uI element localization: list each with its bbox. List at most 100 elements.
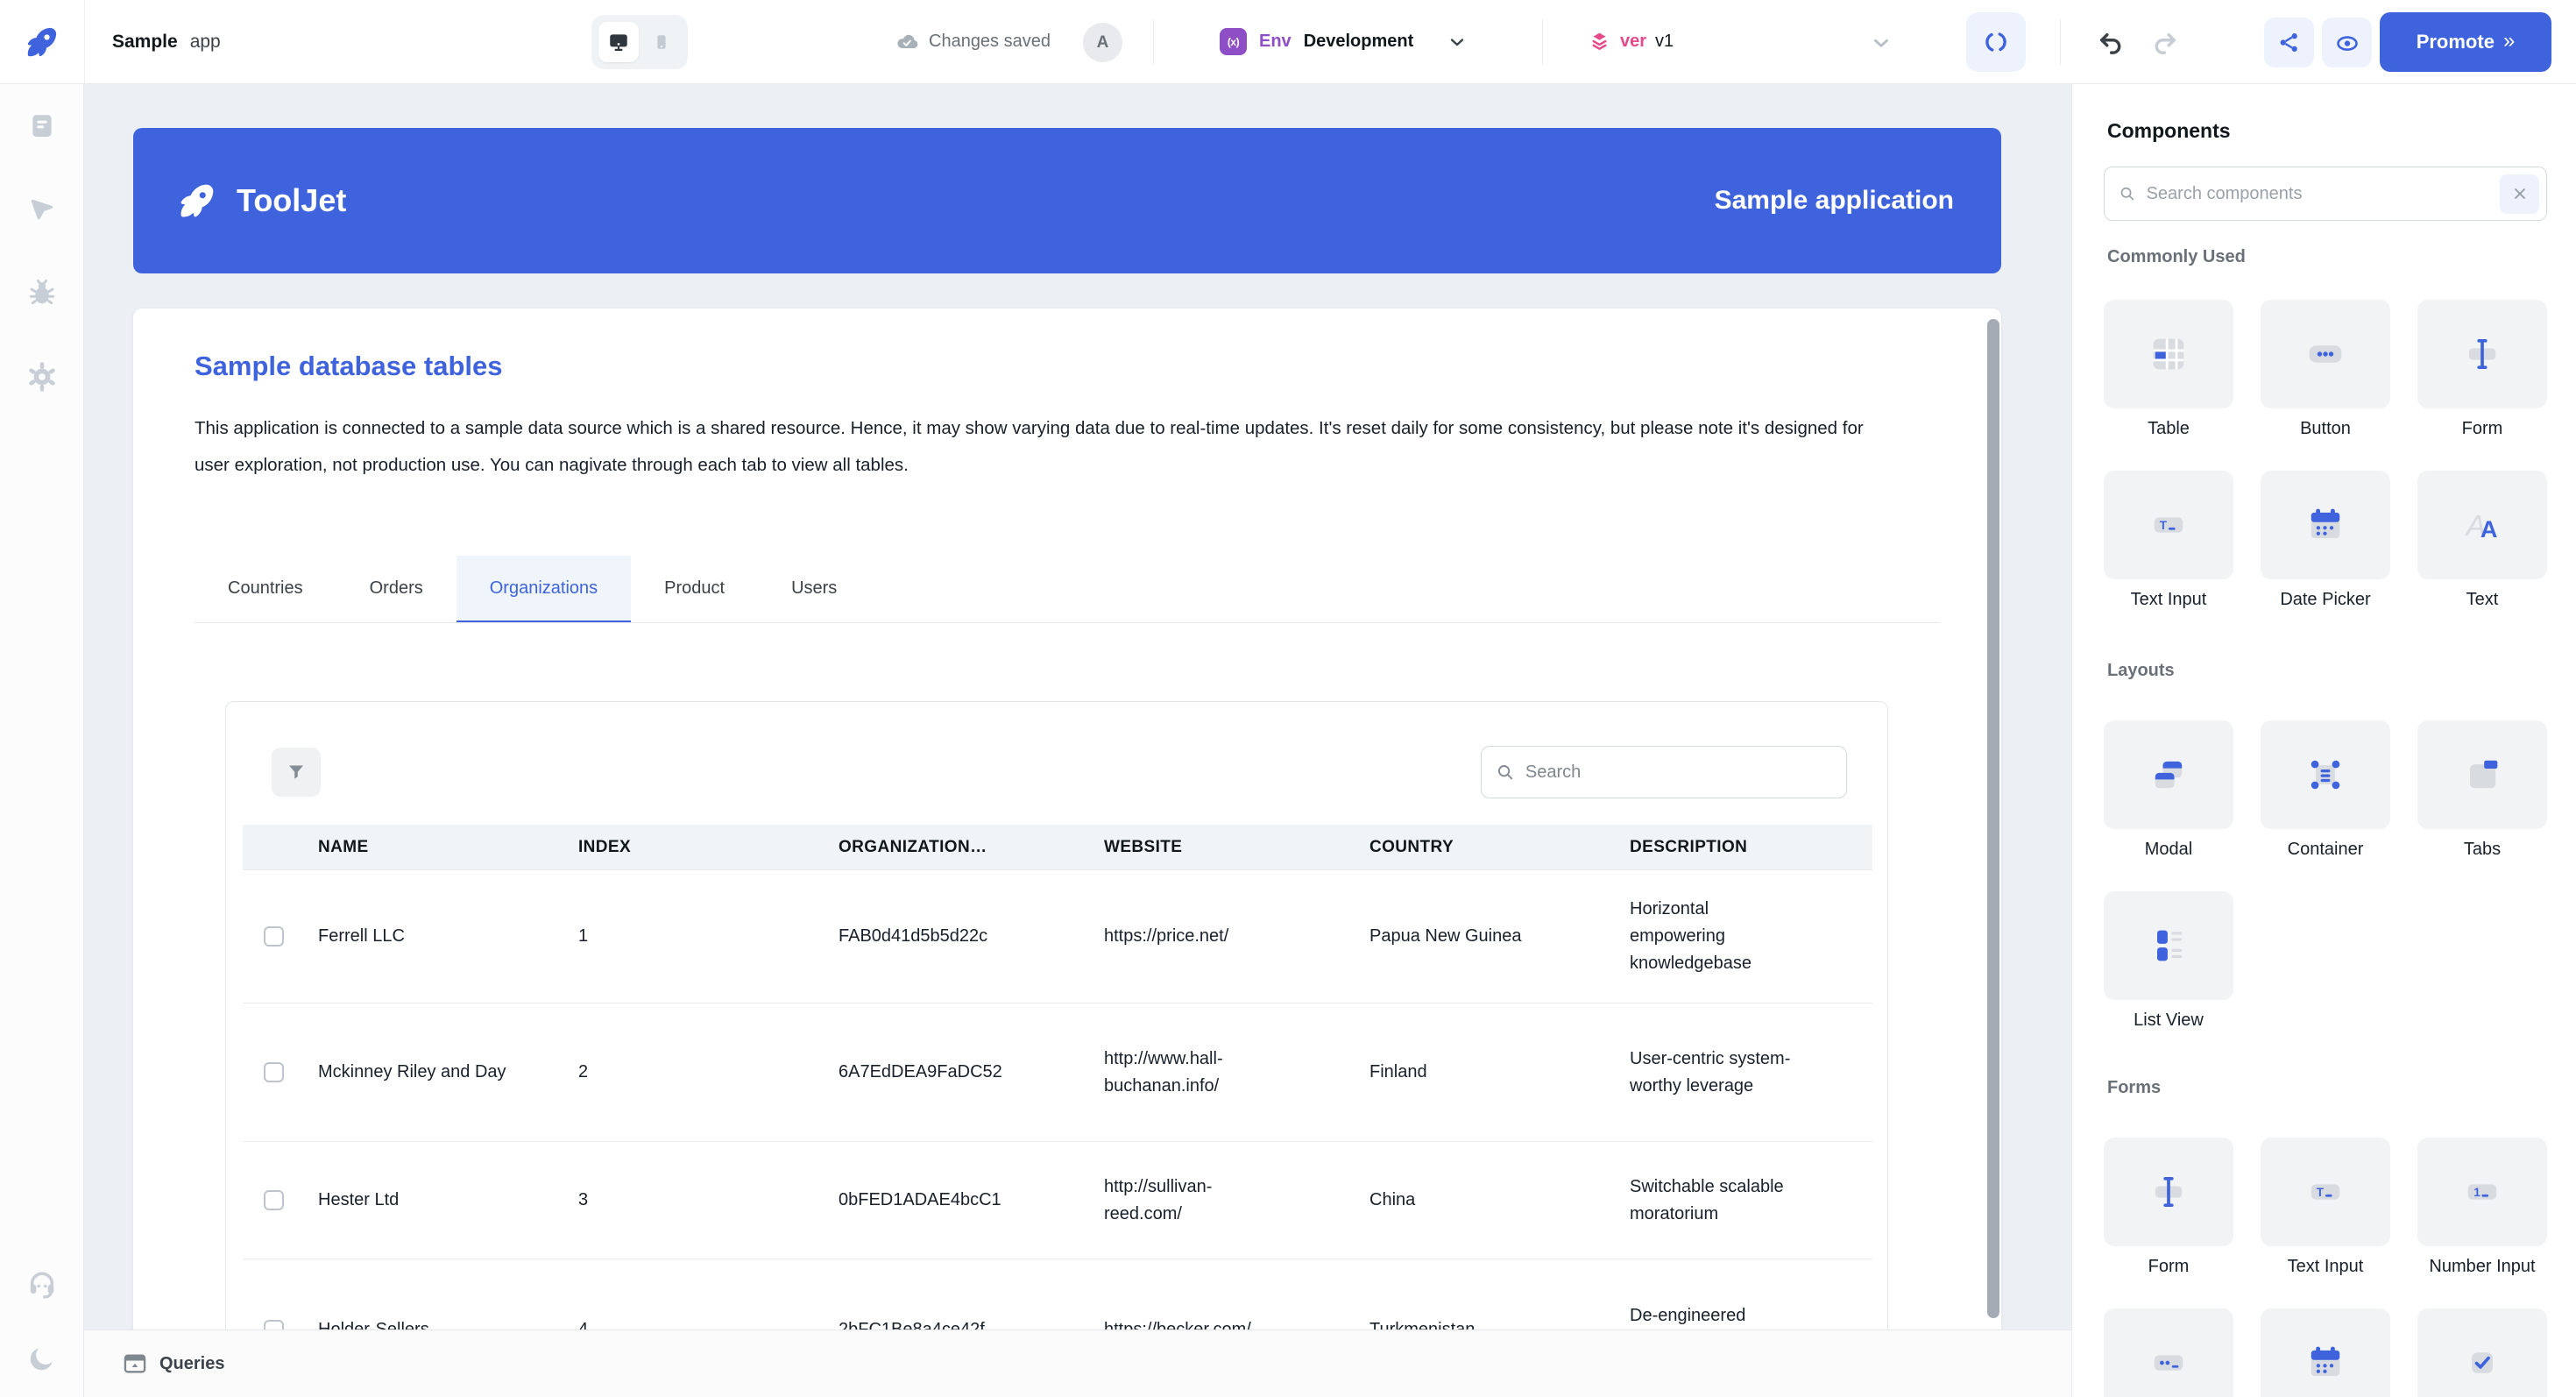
column-header[interactable]: COUNTRY: [1369, 837, 1454, 856]
cell-country: Finland: [1369, 1062, 1427, 1081]
component-tile-form[interactable]: Form: [2104, 1138, 2233, 1277]
table-row[interactable]: Ferrell LLC 1 FAB0d41d5b5d22c https://pr…: [243, 870, 1872, 1003]
svg-text:A: A: [2480, 515, 2498, 542]
mobile-layout-button[interactable]: [644, 22, 679, 62]
forms-grid: Form T Text Input 1 Number Input: [2104, 1138, 2547, 1397]
component-label: List View: [2134, 1011, 2204, 1030]
tooljet-logo[interactable]: [0, 0, 84, 83]
sidebar-item-dark-mode[interactable]: [0, 1332, 84, 1385]
table-row[interactable]: Hester Ltd 3 0bFED1ADAE4bcC1 http://sull…: [243, 1142, 1872, 1259]
component-tile-date-picker[interactable]: Date Picker: [2261, 471, 2390, 610]
table-header-row[interactable]: NAME INDEX ORGANIZATION… WEBSITE COUNTRY…: [243, 825, 1872, 870]
component-tile-date-picker[interactable]: [2261, 1308, 2390, 1397]
clear-search-button[interactable]: [2500, 174, 2539, 214]
tabs-divider: [195, 622, 1940, 623]
sidebar-item-pages[interactable]: [0, 100, 84, 152]
tabs-component-icon: [2469, 760, 2498, 789]
table-row[interactable]: Mckinney Riley and Day 2 6A7EdDEA9FaDC52…: [243, 1003, 1872, 1142]
page-title: Sample database tables: [195, 351, 503, 381]
column-header[interactable]: ORGANIZATION…: [839, 837, 987, 856]
canvas-scrollbar[interactable]: [1987, 319, 1999, 1318]
chevron-down-icon[interactable]: [1447, 32, 1468, 53]
tab-countries[interactable]: Countries: [195, 556, 336, 623]
queries-panel[interactable]: Queries: [84, 1330, 2071, 1397]
undo-icon[interactable]: [2096, 26, 2127, 58]
tab-product[interactable]: Product: [631, 556, 758, 623]
env-label: Env: [1259, 32, 1292, 51]
canvas-header-banner[interactable]: ToolJet Sample application: [133, 128, 2001, 273]
sidebar-item-debugger[interactable]: [0, 266, 84, 319]
column-header[interactable]: INDEX: [578, 837, 632, 856]
components-search-input[interactable]: [2146, 183, 2489, 204]
column-header[interactable]: NAME: [318, 837, 369, 856]
cell-index: 1: [578, 926, 589, 946]
version-value: v1: [1655, 32, 1674, 51]
component-tile-text-input[interactable]: T Text Input: [2104, 471, 2233, 610]
promote-button[interactable]: Promote »: [2380, 12, 2551, 72]
row-checkbox[interactable]: [264, 1190, 284, 1210]
button-component-icon: [2309, 345, 2342, 363]
cell-organization: 6A7EdDEA9FaDC52: [839, 1062, 1002, 1081]
components-search[interactable]: [2104, 167, 2547, 221]
number-input-component-icon: 1: [2467, 1184, 2497, 1200]
component-tile-text[interactable]: A A Text: [2417, 471, 2547, 610]
tab-label: Countries: [228, 578, 303, 598]
component-tile-table[interactable]: Table: [2104, 300, 2233, 439]
component-tile-password-input[interactable]: [2104, 1308, 2233, 1397]
sidebar-item-inspector[interactable]: [0, 182, 84, 235]
environment-selector[interactable]: (x) Env Development: [1220, 0, 1468, 83]
table-search-input[interactable]: [1525, 762, 1832, 783]
app-name-primary: Sample: [112, 31, 178, 52]
share-icon: [2280, 33, 2297, 52]
component-label: Text Input: [2130, 590, 2207, 609]
top-bar: Sample app Chan: [0, 0, 2576, 84]
component-tile-list-view[interactable]: List View: [2104, 891, 2233, 1031]
refresh-button[interactable]: [1966, 12, 2026, 72]
component-label: Container: [2287, 840, 2364, 859]
list-view-component-icon: [2157, 930, 2183, 961]
desktop-layout-button[interactable]: [598, 22, 639, 62]
component-tile-modal[interactable]: Modal: [2104, 720, 2233, 860]
tab-organizations[interactable]: Organizations: [456, 556, 632, 623]
component-tile-number-input[interactable]: 1 Number Input: [2417, 1138, 2547, 1277]
svg-text:T: T: [2160, 519, 2168, 532]
cell-website: http://www.hall-buchanan.info/: [1104, 1048, 1223, 1096]
component-tile-text-input[interactable]: T Text Input: [2261, 1138, 2390, 1277]
component-label: Modal: [2144, 840, 2193, 859]
app-name[interactable]: Sample app: [112, 0, 221, 83]
banner-brand: ToolJet: [175, 179, 346, 223]
preview-button[interactable]: [2322, 18, 2372, 67]
component-label: Button: [2300, 419, 2351, 438]
version-chevron-down-icon[interactable]: [1870, 32, 1893, 54]
component-tile-button[interactable]: Button: [2261, 300, 2390, 439]
table-search[interactable]: [1481, 746, 1847, 798]
column-header[interactable]: DESCRIPTION: [1630, 837, 1748, 856]
component-tile-container[interactable]: Container: [2261, 720, 2390, 860]
bug-icon: [29, 280, 55, 305]
section-forms: Forms: [2107, 1078, 2162, 1097]
headset-icon: [30, 1272, 54, 1299]
column-header[interactable]: WEBSITE: [1104, 837, 1183, 856]
sidebar-item-support[interactable]: [0, 1258, 84, 1310]
filter-button[interactable]: [272, 748, 321, 797]
avatar[interactable]: A: [1083, 23, 1122, 62]
component-tile-checkbox[interactable]: [2417, 1308, 2547, 1397]
section-layouts: Layouts: [2107, 661, 2175, 680]
row-checkbox[interactable]: [264, 926, 284, 947]
close-icon: [2514, 188, 2525, 199]
row-checkbox[interactable]: [264, 1062, 284, 1082]
component-tile-tabs[interactable]: Tabs: [2417, 720, 2547, 860]
version-selector[interactable]: ver v1: [1588, 0, 1674, 83]
share-button[interactable]: [2264, 18, 2314, 67]
component-tile-form[interactable]: Form: [2417, 300, 2547, 439]
tab-orders[interactable]: Orders: [336, 556, 456, 623]
sidebar-item-settings[interactable]: [0, 351, 84, 403]
redo-icon[interactable]: [2148, 26, 2180, 58]
device-layout-toggle[interactable]: [591, 15, 688, 69]
banner-brand-text: ToolJet: [237, 182, 347, 218]
tab-users[interactable]: Users: [758, 556, 870, 623]
filter-funnel-icon: [289, 765, 303, 779]
avatar-initial: A: [1096, 32, 1109, 52]
save-status: Changes saved: [895, 0, 1051, 83]
